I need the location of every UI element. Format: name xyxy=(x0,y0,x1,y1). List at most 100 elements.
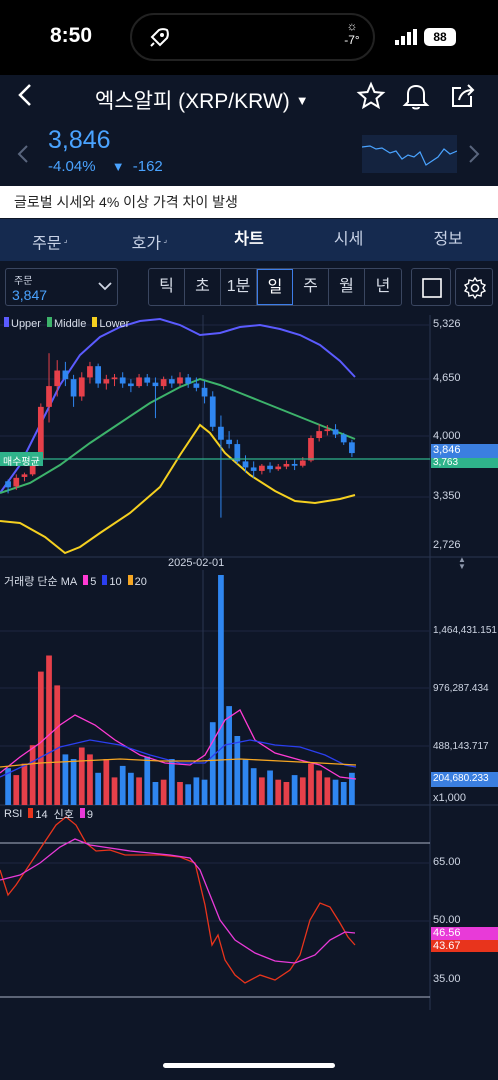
volume-tick-2: 976,287.434 xyxy=(433,683,489,694)
period-week[interactable]: 주 xyxy=(293,269,329,305)
price-tick-1: 5,326 xyxy=(433,318,461,330)
rocket-icon xyxy=(150,28,169,47)
candle-body xyxy=(70,379,77,397)
candle-body xyxy=(242,461,249,468)
change-abs: -162 xyxy=(132,158,163,175)
volume-bar xyxy=(308,763,314,805)
dynamic-island: ☼ -7° xyxy=(130,13,375,61)
prev-chevron-icon[interactable] xyxy=(15,143,31,165)
volume-bar xyxy=(340,782,347,805)
volume-bar xyxy=(193,777,200,805)
tab-chart[interactable]: 차트 xyxy=(199,219,299,261)
current-price-tag: 3,846 xyxy=(431,444,498,458)
tab-chart-label: 차트 xyxy=(234,231,264,248)
next-chevron-icon[interactable] xyxy=(466,143,482,165)
legend-ma5-label: 5 xyxy=(90,575,97,588)
candle-body xyxy=(267,465,273,470)
volume-bar xyxy=(332,779,339,805)
tab-info-label: 정보 xyxy=(433,231,463,248)
price-gap-notice: 글로벌 시세와 4% 이상 가격 차이 발생 xyxy=(0,186,498,218)
period-tick[interactable]: 틱 xyxy=(149,269,185,305)
volume-bar xyxy=(136,777,142,805)
candle-body xyxy=(103,379,110,384)
bell-icon[interactable] xyxy=(400,80,432,112)
status-time: 8:50 xyxy=(50,24,93,47)
candle-body xyxy=(177,377,183,384)
legend-ma10-label: 10 xyxy=(109,575,122,588)
volume-bar xyxy=(234,736,241,805)
volume-bar xyxy=(21,763,28,805)
star-icon[interactable] xyxy=(355,80,387,112)
price-tick-4: 3,350 xyxy=(433,490,461,502)
period-second[interactable]: 초 xyxy=(185,269,221,305)
tab-order-label: 주문 xyxy=(32,235,62,253)
candle-body xyxy=(95,366,102,384)
price-tick-2: 4,650 xyxy=(433,372,461,384)
chart-settings-button[interactable] xyxy=(455,268,493,306)
panel-resize-icon[interactable]: ▲ ▼ xyxy=(458,555,466,571)
candle-body xyxy=(349,442,355,454)
candle-body xyxy=(119,377,126,384)
home-indicator[interactable] xyxy=(163,1063,335,1068)
candle-body xyxy=(21,474,28,477)
vol-ma5-line xyxy=(0,709,357,780)
candle-body xyxy=(168,379,175,384)
candle-body xyxy=(111,377,118,380)
volume-tick-3: 488,143.717 xyxy=(433,741,489,752)
volume-bar xyxy=(283,782,290,805)
candle-body xyxy=(291,463,298,466)
volume-bar xyxy=(87,754,93,805)
tab-market[interactable]: 시세 xyxy=(299,219,399,261)
bb-middle-line xyxy=(0,377,356,494)
candle-body xyxy=(193,383,200,388)
mini-sparkline[interactable] xyxy=(362,135,457,173)
chart-toolbar xyxy=(0,261,498,315)
vol-ma10-line xyxy=(0,739,357,778)
market-selector[interactable]: 엑스알피 (XRP/KRW) ▼ xyxy=(95,85,309,115)
rsi-lines xyxy=(0,816,356,984)
candle-body xyxy=(13,477,20,487)
volume-bar xyxy=(242,759,249,805)
legend-ma20: 20 xyxy=(127,574,147,588)
volume-bar xyxy=(168,759,175,805)
chevron-down-icon xyxy=(98,282,112,291)
candle-body xyxy=(283,463,290,467)
period-1min[interactable]: 1분 xyxy=(221,269,257,305)
chart-canvas[interactable] xyxy=(0,315,498,1010)
weather-widget: ☼ -7° xyxy=(337,19,367,47)
candle-body xyxy=(340,434,347,443)
candle-body xyxy=(37,406,44,459)
candle-body xyxy=(316,431,323,439)
volume-bar xyxy=(177,782,183,805)
volume-bar xyxy=(37,671,44,805)
rsi-signal-line xyxy=(0,838,356,964)
avg-buy-label: 매수평균 xyxy=(0,452,43,468)
main-tabs: 주문 ⌟ 호가 ⌟ 차트 시세 정보 xyxy=(0,219,498,261)
period-day[interactable]: 일 xyxy=(257,269,293,305)
down-triangle-icon: ▼ xyxy=(111,159,125,174)
period-year[interactable]: 년 xyxy=(375,278,391,295)
rsi-signal-tag: 46.56 xyxy=(431,927,498,940)
volume-bar xyxy=(218,575,224,805)
candle-body xyxy=(144,377,151,383)
period-month[interactable]: 월 xyxy=(329,269,365,305)
legend-lower: Lower xyxy=(92,317,129,330)
draw-tool-button[interactable] xyxy=(411,268,451,306)
tab-order[interactable]: 주문 ⌟ xyxy=(32,235,68,253)
candle-body xyxy=(332,429,339,435)
share-icon[interactable] xyxy=(447,80,479,112)
volume-bar xyxy=(5,768,11,805)
avg-price-tag: 3,763 xyxy=(431,458,498,468)
order-type-select[interactable]: 주문 3,847 xyxy=(5,268,118,306)
legend-upper-label: Upper xyxy=(11,318,41,330)
status-bar: 8:50 ☼ -7° 88 xyxy=(0,0,498,75)
back-arrow-icon[interactable] xyxy=(10,79,42,111)
volume-bar xyxy=(299,777,306,805)
candle-body xyxy=(160,379,167,387)
bb-lower-line xyxy=(0,423,356,555)
tab-orderbook[interactable]: 호가 ⌟ xyxy=(131,235,168,253)
tab-info[interactable]: 정보 xyxy=(398,219,498,261)
candle-body xyxy=(324,429,331,432)
candle-body xyxy=(152,382,159,387)
sun-icon: ☼ xyxy=(346,19,358,33)
